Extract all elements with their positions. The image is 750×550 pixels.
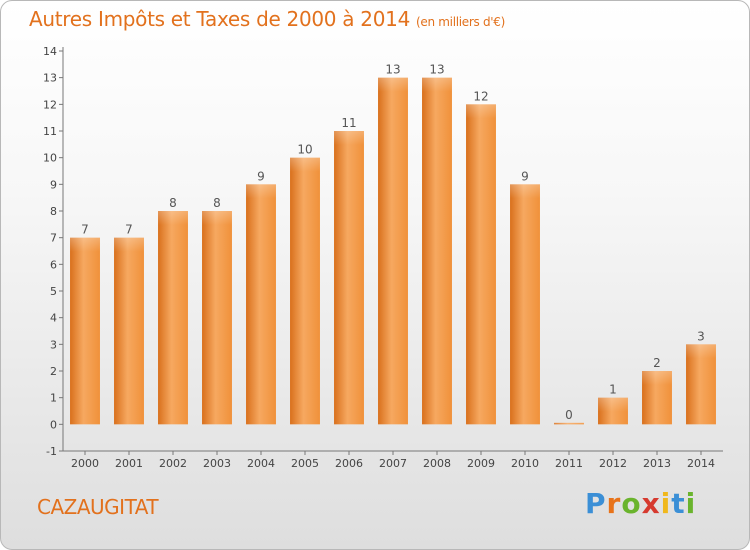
data-label: 0 [565, 408, 573, 422]
bar-highlight [70, 237, 100, 252]
x-tick-label: 2007 [379, 457, 407, 470]
y-tick-label: -1 [46, 445, 57, 458]
y-tick-label: 12 [43, 98, 57, 111]
bar-highlight [246, 184, 276, 199]
x-tick-label: 2003 [203, 457, 231, 470]
bar-highlight [554, 422, 584, 425]
place-name: CAZAUGITAT [37, 495, 159, 519]
data-label: 9 [521, 169, 529, 183]
bar-2006 [334, 131, 364, 425]
y-tick-label: 9 [50, 178, 57, 191]
data-label: 3 [697, 329, 705, 343]
data-label: 2 [653, 356, 661, 370]
bar-highlight [158, 211, 188, 225]
bar-highlight [642, 371, 672, 385]
bar-2009 [466, 104, 496, 425]
x-tick-label: 2002 [159, 457, 187, 470]
logo-letter: i [660, 487, 672, 520]
bar-2003 [202, 211, 232, 425]
bar-2002 [158, 211, 188, 425]
x-tick-label: 2010 [511, 457, 539, 470]
data-label: 8 [213, 196, 221, 210]
logo-letter: i [685, 487, 697, 520]
x-tick-label: 2000 [71, 457, 99, 470]
bar-highlight [290, 157, 320, 172]
logo-letter: r [606, 487, 622, 520]
data-label: 12 [473, 89, 488, 103]
bar-2001 [114, 237, 144, 425]
logo-letter: P [585, 487, 607, 520]
y-tick-label: 6 [50, 258, 57, 271]
bar-highlight [114, 237, 144, 252]
bar-2000 [70, 237, 100, 425]
bar-highlight [466, 104, 496, 119]
chart-title-text: Autres Impôts et Taxes de 2000 à 2014 [29, 7, 410, 31]
x-tick-label: 2001 [115, 457, 143, 470]
bar-highlight [202, 211, 232, 225]
x-tick-label: 2008 [423, 457, 451, 470]
data-label: 9 [257, 169, 265, 183]
bar-highlight [422, 77, 452, 92]
data-label: 13 [385, 63, 400, 77]
x-tick-label: 2005 [291, 457, 319, 470]
proxiti-logo: Proxiti [585, 487, 696, 520]
chart-subtitle: (en milliers d'€) [416, 15, 506, 29]
data-label: 10 [297, 143, 312, 157]
y-tick-label: 1 [50, 392, 57, 405]
y-tick-label: 10 [43, 152, 57, 165]
x-tick-label: 2014 [687, 457, 715, 470]
x-tick-label: 2006 [335, 457, 363, 470]
y-tick-label: 0 [50, 418, 57, 431]
bar-highlight [598, 397, 628, 412]
data-label: 8 [169, 196, 177, 210]
y-tick-label: 4 [50, 312, 57, 325]
bar-highlight [334, 131, 364, 145]
x-tick-label: 2012 [599, 457, 627, 470]
bar-2004 [246, 184, 276, 425]
x-tick-label: 2013 [643, 457, 671, 470]
bar-highlight [378, 77, 408, 92]
bar-2010 [510, 184, 540, 425]
data-label: 7 [125, 223, 133, 237]
x-tick-label: 2011 [555, 457, 583, 470]
data-label: 1 [609, 383, 617, 397]
bar-2008 [422, 77, 452, 425]
logo-letter: x [641, 487, 661, 520]
y-tick-label: 14 [43, 45, 57, 58]
y-tick-label: 8 [50, 205, 57, 218]
x-tick-label: 2004 [247, 457, 275, 470]
y-tick-label: 7 [50, 232, 57, 245]
y-tick-label: 3 [50, 338, 57, 351]
y-tick-label: 2 [50, 365, 57, 378]
logo-letter: o [621, 487, 642, 520]
data-label: 11 [341, 116, 356, 130]
bar-2007 [378, 77, 408, 425]
bar-highlight [686, 344, 716, 359]
y-tick-label: 11 [43, 125, 57, 138]
x-tick-label: 2009 [467, 457, 495, 470]
data-label: 13 [429, 63, 444, 77]
bars-group [70, 77, 716, 425]
chart-title: Autres Impôts et Taxes de 2000 à 2014 (en… [29, 7, 505, 31]
logo-letter: t [671, 487, 686, 520]
y-tick-label: 5 [50, 285, 57, 298]
bar-2005 [290, 157, 320, 425]
bar-highlight [510, 184, 540, 199]
y-tick-label: 13 [43, 72, 57, 85]
data-label: 7 [81, 223, 89, 237]
